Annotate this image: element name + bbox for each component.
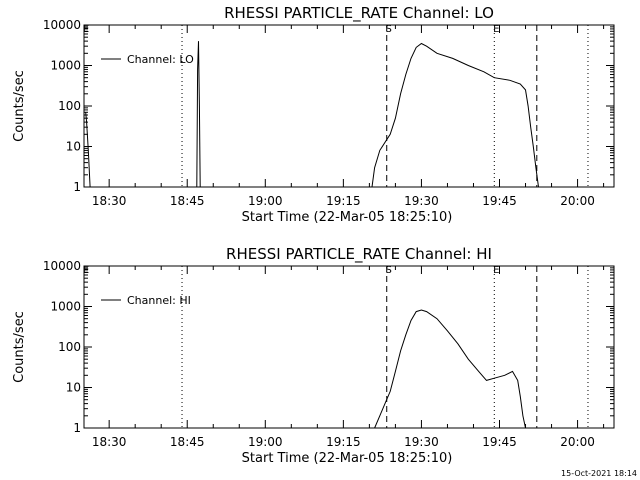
y-tick-label: 10 bbox=[66, 140, 81, 154]
series-line bbox=[85, 112, 91, 188]
time-marker-label: S bbox=[386, 24, 392, 35]
series-line bbox=[371, 42, 539, 188]
plot-frame bbox=[83, 24, 615, 188]
x-tick-label: 19:15 bbox=[326, 194, 361, 208]
x-axis-label: Start Time (22-Mar-05 18:25:10) bbox=[242, 451, 453, 466]
footer-timestamp: 15-Oct-2021 18:14 bbox=[561, 469, 637, 478]
y-axis-label: Counts/sec bbox=[12, 70, 27, 142]
x-tick-label: 19:30 bbox=[404, 435, 439, 449]
chart-title: RHESSI PARTICLE_RATE Channel: HI bbox=[226, 245, 492, 264]
x-axis-label: Start Time (22-Mar-05 18:25:10) bbox=[242, 210, 453, 225]
time-marker-label: E bbox=[493, 24, 499, 35]
x-tick-label: 19:45 bbox=[482, 194, 517, 208]
chart-legend: Channel: HI bbox=[101, 294, 191, 307]
y-tick-label: 100 bbox=[58, 99, 81, 113]
series-line bbox=[374, 309, 526, 429]
y-tick-label: 10000 bbox=[43, 259, 81, 273]
y-tick-label: 10000 bbox=[43, 18, 81, 32]
y-tick-label: 1 bbox=[73, 180, 81, 194]
y-tick-label: 100 bbox=[58, 340, 81, 354]
x-tick-label: 19:45 bbox=[482, 435, 517, 449]
time-marker-label: E bbox=[83, 265, 89, 276]
x-tick-label: 19:00 bbox=[248, 194, 283, 208]
x-tick-label: 19:30 bbox=[404, 194, 439, 208]
x-tick-label: 18:45 bbox=[170, 435, 205, 449]
time-marker-label: E bbox=[83, 24, 89, 35]
x-tick-label: 20:00 bbox=[560, 435, 595, 449]
y-tick-label: 1000 bbox=[50, 59, 81, 73]
x-tick-label: 19:00 bbox=[248, 435, 283, 449]
x-tick-label: 18:30 bbox=[92, 194, 127, 208]
x-tick-label: 20:00 bbox=[560, 194, 595, 208]
plot-frame bbox=[83, 265, 615, 429]
x-tick-label: 19:15 bbox=[326, 435, 361, 449]
y-tick-label: 10 bbox=[66, 381, 81, 395]
y-axis-label: Counts/sec bbox=[12, 311, 27, 383]
series-line bbox=[196, 41, 201, 188]
chart-title: RHESSI PARTICLE_RATE Channel: LO bbox=[224, 4, 494, 23]
chart-panel-1: RHESSI PARTICLE_RATE Channel: HI 1 10 100 10… bbox=[12, 245, 615, 466]
y-tick-label: 1 bbox=[73, 421, 81, 435]
legend-entry: Channel: HI bbox=[127, 294, 191, 307]
time-marker-label: S bbox=[386, 265, 392, 276]
x-tick-label: 18:30 bbox=[92, 435, 127, 449]
chart-legend: Channel: LO bbox=[101, 53, 194, 66]
time-marker-label: E bbox=[493, 265, 499, 276]
legend-entry: Channel: LO bbox=[127, 53, 194, 66]
y-tick-label: 1000 bbox=[50, 300, 81, 314]
chart-panel-0: RHESSI PARTICLE_RATE Channel: LO 1 10 100 10… bbox=[12, 4, 615, 225]
x-tick-label: 18:45 bbox=[170, 194, 205, 208]
